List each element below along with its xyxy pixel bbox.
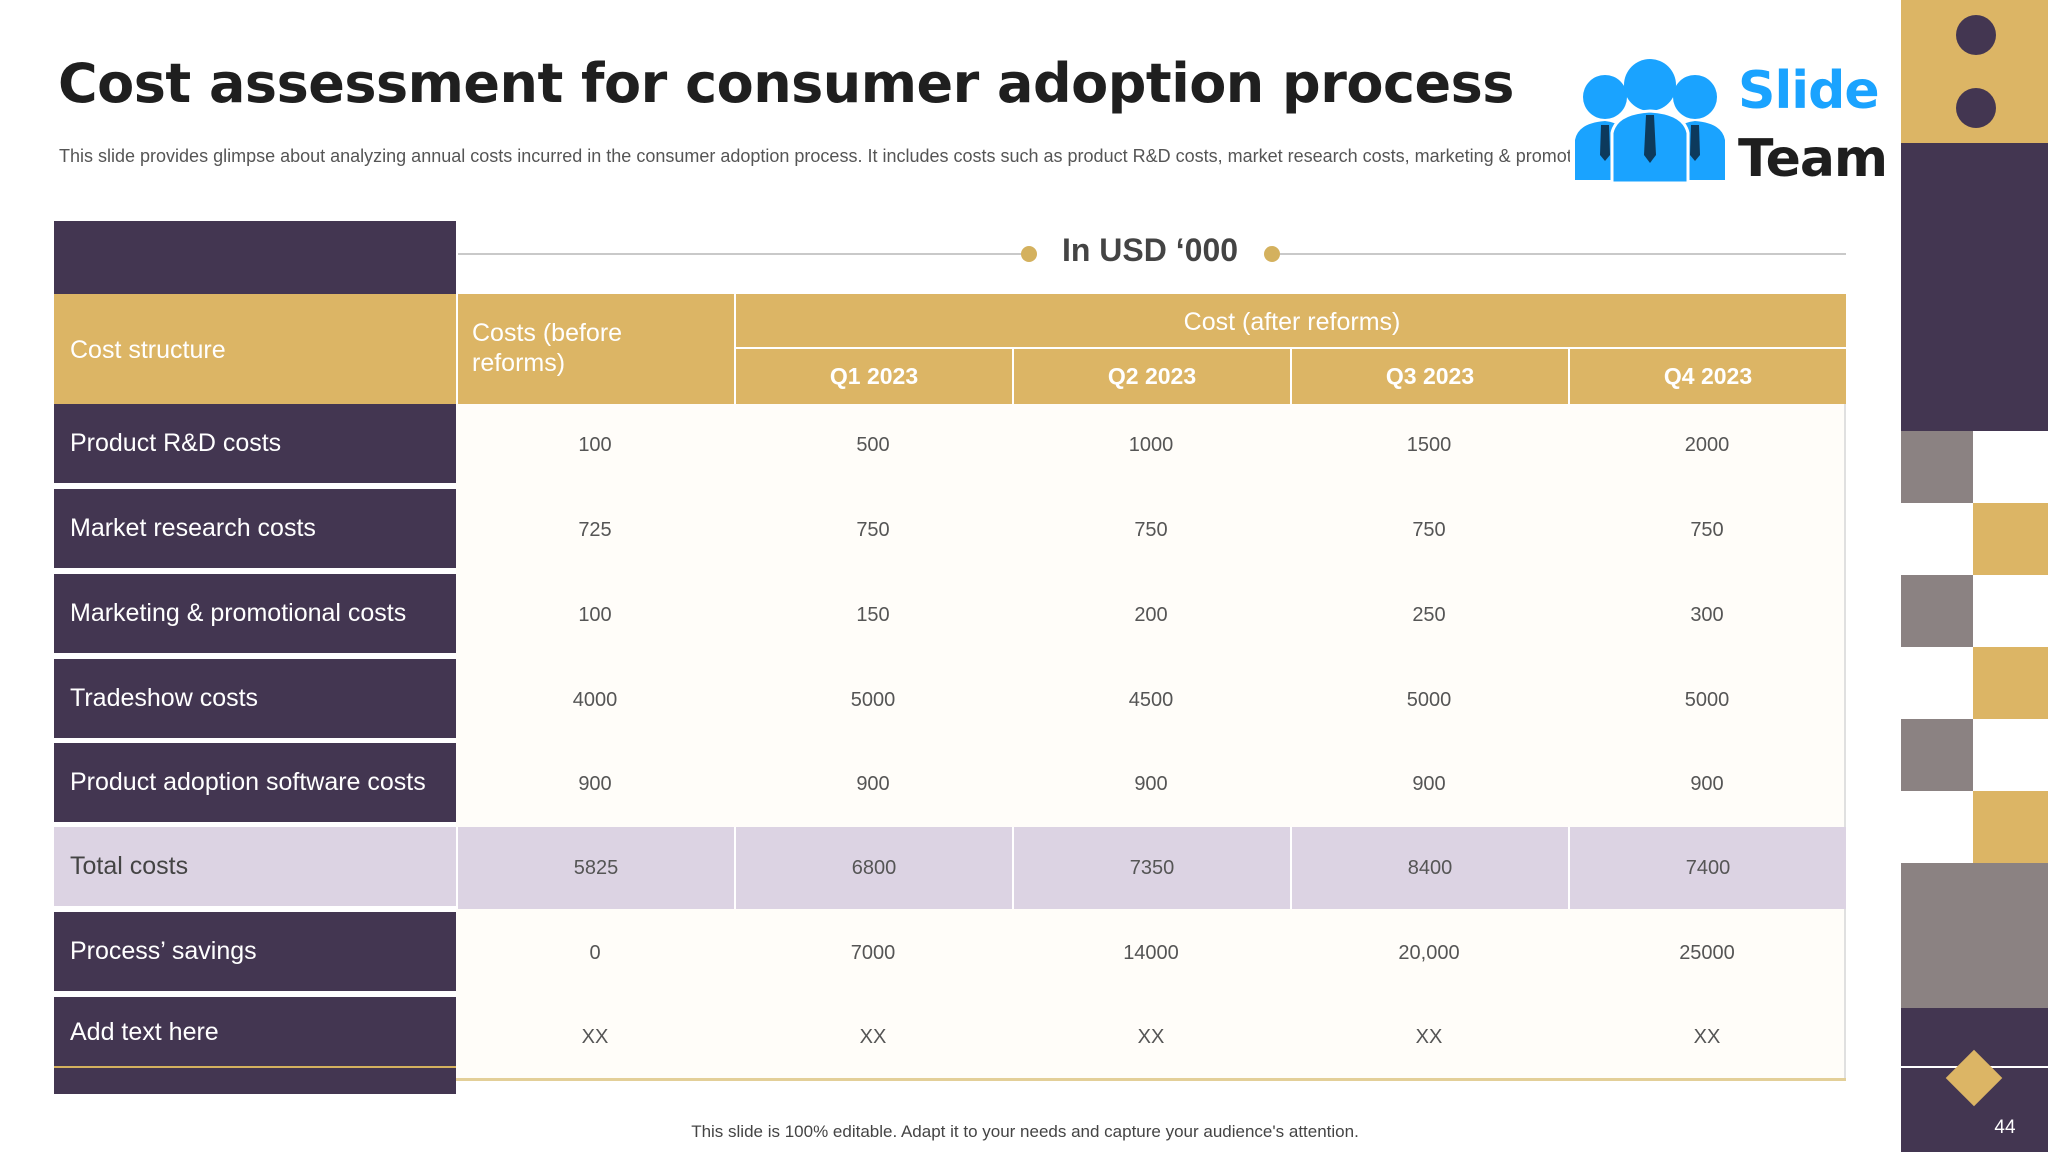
- table-cell: 1000: [1128, 433, 1174, 456]
- table-cell: 5000: [1406, 688, 1452, 711]
- row-label: Product R&D costs: [54, 404, 456, 486]
- table-cell: XX: [1415, 1025, 1443, 1048]
- unit-label: In USD ‘000: [1061, 232, 1239, 268]
- table-cell: 100: [578, 603, 612, 626]
- table-cell: 250: [1412, 603, 1446, 626]
- table-bottom-border: [456, 1078, 1846, 1081]
- table-cell: 150: [856, 603, 890, 626]
- row-label: Tradeshow costs: [54, 659, 456, 741]
- table-cell: 900: [856, 772, 890, 795]
- circle-icon: [1956, 15, 1996, 55]
- table-cell: 1500: [1406, 433, 1452, 456]
- table-cell: 5000: [1684, 688, 1730, 711]
- table-cell: 900: [578, 772, 612, 795]
- table-cell: XX: [859, 1025, 887, 1048]
- people-icon: [1575, 59, 1725, 185]
- slide-title: Cost assessment for consumer adoption pr…: [58, 52, 1514, 115]
- header-q4: Q4 2023: [1568, 349, 1846, 404]
- table-cell: 300: [1690, 603, 1724, 626]
- table-cell: 750: [1690, 518, 1724, 541]
- slide-footer: This slide is 100% editable. Adapt it to…: [691, 1122, 1359, 1141]
- table-cell: 4000: [572, 688, 618, 711]
- row-label: Process’ savings: [54, 912, 456, 994]
- logo-word-team: Team: [1738, 129, 1888, 189]
- header-cost-structure: Cost structure: [54, 294, 456, 404]
- table-cell: 100: [578, 433, 612, 456]
- slideteam-logo: Slide Team: [1570, 55, 1888, 190]
- page-number: 44: [1994, 1117, 2016, 1138]
- header-q1: Q1 2023: [734, 349, 1012, 404]
- table-cell-total: 7350: [1012, 827, 1290, 909]
- header-after-reforms: Cost (after reforms): [734, 294, 1846, 347]
- table-cell: 900: [1412, 772, 1446, 795]
- table-cell: 750: [856, 518, 890, 541]
- table-cell: XX: [1137, 1025, 1165, 1048]
- table-cell: 5000: [850, 688, 896, 711]
- table-cell: 900: [1690, 772, 1724, 795]
- table-corner-bar: [54, 221, 456, 294]
- table-cell: 14000: [1123, 941, 1179, 964]
- header-before-reforms: Costs (before reforms): [456, 294, 734, 404]
- header-q3: Q3 2023: [1290, 349, 1568, 404]
- table-cell-total: 8400: [1290, 827, 1568, 909]
- circle-icon: [1956, 88, 1996, 128]
- table-cell: 4500: [1128, 688, 1174, 711]
- table-cell: 200: [1134, 603, 1168, 626]
- table-cell: 725: [578, 518, 612, 541]
- table-cell: 20,000: [1398, 941, 1460, 964]
- table-cell: 25000: [1679, 941, 1735, 964]
- row-label: Marketing & promotional costs: [54, 574, 456, 656]
- header-q2: Q2 2023: [1012, 349, 1290, 404]
- table-cell-total: 7400: [1568, 827, 1846, 909]
- table-cell: 0: [589, 941, 601, 964]
- row-label-total: Total costs: [54, 827, 456, 909]
- unit-line-left: [458, 253, 1027, 255]
- unit-dot-left: [1021, 246, 1037, 262]
- table-body-background: [456, 404, 1846, 1080]
- slide-subtitle: This slide provides glimpse about analyz…: [59, 146, 1822, 166]
- table-cell: 500: [856, 433, 890, 456]
- table-cell: 750: [1134, 518, 1168, 541]
- table-cell: 7000: [850, 941, 896, 964]
- header-cost-structure-label: Cost structure: [70, 336, 226, 364]
- unit-dot-right: [1264, 246, 1280, 262]
- table-cell: 900: [1134, 772, 1168, 795]
- table-cell: 2000: [1684, 433, 1730, 456]
- row-label: Market research costs: [54, 489, 456, 571]
- row-label: Product adoption software costs: [54, 743, 456, 825]
- table-cell: XX: [581, 1025, 609, 1048]
- table-cell: 750: [1412, 518, 1446, 541]
- table-cell-total: 6800: [734, 827, 1012, 909]
- table-cell: XX: [1693, 1025, 1721, 1048]
- table-left-footer-bar: [54, 1066, 456, 1094]
- row-label: Add text here: [54, 997, 456, 1067]
- header-before-reforms-label: Costs (before reforms): [472, 319, 623, 377]
- unit-line-right: [1280, 253, 1846, 255]
- logo-word-slide: Slide: [1738, 61, 1880, 121]
- table-cell-total: 5825: [456, 827, 734, 909]
- header-after-reforms-label: Cost (after reforms): [1183, 308, 1401, 336]
